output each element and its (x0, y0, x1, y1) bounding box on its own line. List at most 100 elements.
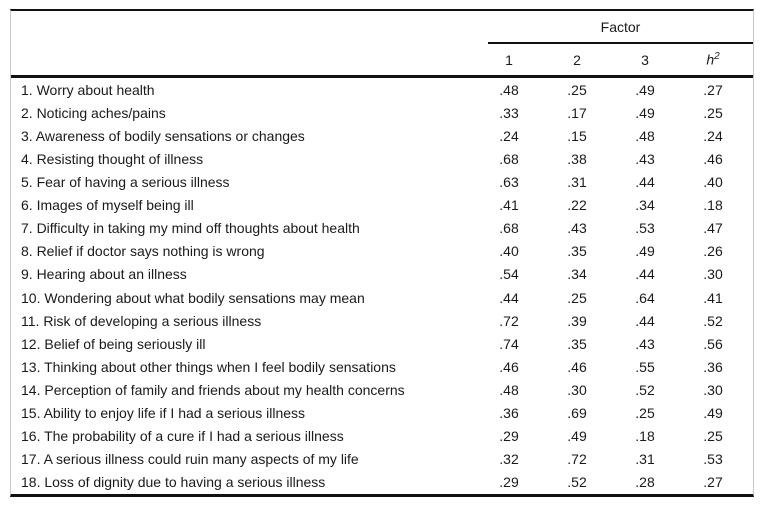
communality-symbol: h (706, 51, 715, 68)
factor2-loading-value: .49 (567, 428, 587, 445)
item-label: 2. Noticing aches/pains (21, 104, 166, 121)
table-row: 3. Awareness of bodily sensations or cha… (11, 124, 753, 147)
table-row: 11. Risk of developing a serious illness… (11, 309, 753, 332)
factor3-loading-value: .48 (635, 127, 655, 144)
communality-value: .25 (703, 428, 723, 445)
factor-loadings-table: Factor 1 2 3 h2 1. Worry about health .4… (10, 9, 754, 497)
factor3-loading-value: .44 (635, 312, 655, 329)
table-row: 14. Perception of family and friends abo… (11, 378, 753, 401)
factor1-loading-value: .54 (499, 266, 519, 283)
factor1-loading-value: .74 (499, 335, 519, 352)
communality-value: .41 (703, 289, 723, 306)
header-spacer (11, 11, 488, 44)
table-row: 9. Hearing about an illness .54 .34 .44 … (11, 263, 753, 286)
communality-value: .18 (703, 197, 723, 214)
communality-value: .30 (703, 266, 723, 283)
factor3-loading-value: .49 (635, 81, 655, 98)
table-row: 2. Noticing aches/pains .33 .17 .49 .25 (11, 101, 753, 124)
item-label: 14. Perception of family and friends abo… (21, 381, 405, 398)
factor1-loading-value: .41 (499, 197, 519, 214)
factor1-loading-value: .48 (499, 81, 519, 98)
table-row: 7. Difficulty in taking my mind off thou… (11, 217, 753, 240)
factor3-loading-value: .52 (635, 381, 655, 398)
factor3-loading-value: .34 (635, 197, 655, 214)
factor3-loading-value: .49 (635, 104, 655, 121)
table-row: 17. A serious illness could ruin many as… (11, 448, 753, 471)
item-label: 1. Worry about health (21, 81, 155, 98)
table-header: Factor 1 2 3 h2 (11, 11, 753, 78)
factor1-loading-value: .68 (499, 220, 519, 237)
factor1-loading-value: .48 (499, 381, 519, 398)
factor2-loading-value: .17 (567, 104, 587, 121)
table-row: 1. Worry about health .48 .25 .49 .27 (11, 78, 753, 101)
communality-value: .30 (703, 381, 723, 398)
table-row: 5. Fear of having a serious illness .63 … (11, 170, 753, 193)
factor3-loading-value: .25 (635, 405, 655, 422)
communality-value: .36 (703, 358, 723, 375)
item-label: 6. Images of myself being ill (21, 197, 194, 214)
factor1-loading-value: .68 (499, 150, 519, 167)
item-label: 13. Thinking about other things when I f… (21, 358, 396, 375)
factor1-loading-value: .63 (499, 173, 519, 190)
factor1-loading-value: .29 (499, 474, 519, 491)
factor2-loading-value: .25 (567, 289, 587, 306)
factor2-loading-value: .35 (567, 243, 587, 260)
factor2-loading-value: .52 (567, 474, 587, 491)
item-label: 5. Fear of having a serious illness (21, 173, 230, 190)
factor2-loading-value: .35 (567, 335, 587, 352)
table-body: 1. Worry about health .48 .25 .49 .27 2.… (11, 78, 753, 494)
table-row: 4. Resisting thought of illness .68 .38 … (11, 147, 753, 170)
communality-value: .56 (703, 335, 723, 352)
factor1-loading-value: .36 (499, 405, 519, 422)
item-label: 7. Difficulty in taking my mind off thou… (21, 220, 360, 237)
column-header-factor-3: 3 (641, 51, 649, 68)
item-label: 8. Relief if doctor says nothing is wron… (21, 243, 265, 260)
factor3-loading-value: .28 (635, 474, 655, 491)
factor1-loading-value: .46 (499, 358, 519, 375)
communality-value: .25 (703, 104, 723, 121)
factor3-loading-value: .44 (635, 173, 655, 190)
factor2-loading-value: .22 (567, 197, 587, 214)
item-label: 3. Awareness of bodily sensations or cha… (21, 127, 305, 144)
factor1-loading-value: .29 (499, 428, 519, 445)
communality-value: .26 (703, 243, 723, 260)
factor2-loading-value: .46 (567, 358, 587, 375)
table-row: 15. Ability to enjoy life if I had a ser… (11, 402, 753, 425)
factor2-loading-value: .39 (567, 312, 587, 329)
item-label: 12. Belief of being seriously ill (21, 335, 206, 352)
factor3-loading-value: .43 (635, 150, 655, 167)
factor3-loading-value: .64 (635, 289, 655, 306)
column-header-factor-2: 2 (573, 51, 581, 68)
communality-value: .27 (703, 81, 723, 98)
factor3-loading-value: .53 (635, 220, 655, 237)
communality-value: .24 (703, 127, 723, 144)
factor1-loading-value: .33 (499, 104, 519, 121)
factor-group-row: Factor (11, 11, 753, 44)
communality-value: .46 (703, 150, 723, 167)
factor2-loading-value: .31 (567, 173, 587, 190)
item-label: 15. Ability to enjoy life if I had a ser… (21, 405, 306, 422)
factor1-loading-value: .72 (499, 312, 519, 329)
table-row: 16. The probability of a cure if I had a… (11, 425, 753, 448)
table-row: 13. Thinking about other things when I f… (11, 355, 753, 378)
communality-value: .52 (703, 312, 723, 329)
communality-value: .53 (703, 451, 723, 468)
factor2-loading-value: .30 (567, 381, 587, 398)
item-label: 16. The probability of a cure if I had a… (21, 428, 344, 445)
communality-value: .27 (703, 474, 723, 491)
communality-value: .47 (703, 220, 723, 237)
table-row: 12. Belief of being seriously ill .74 .3… (11, 332, 753, 355)
factor2-loading-value: .38 (567, 150, 587, 167)
item-label: 18. Loss of dignity due to having a seri… (21, 474, 326, 491)
column-header-factor-1: 1 (505, 51, 513, 68)
communality-value: .49 (703, 405, 723, 422)
factor1-loading-value: .40 (499, 243, 519, 260)
item-label: 10. Wondering about what bodily sensatio… (21, 289, 365, 306)
table-row: 10. Wondering about what bodily sensatio… (11, 286, 753, 309)
factor2-loading-value: .43 (567, 220, 587, 237)
communality-value: .40 (703, 173, 723, 190)
item-label: 17. A serious illness could ruin many as… (21, 451, 359, 468)
factor3-loading-value: .43 (635, 335, 655, 352)
factor2-loading-value: .72 (567, 451, 587, 468)
factor1-loading-value: .24 (499, 127, 519, 144)
